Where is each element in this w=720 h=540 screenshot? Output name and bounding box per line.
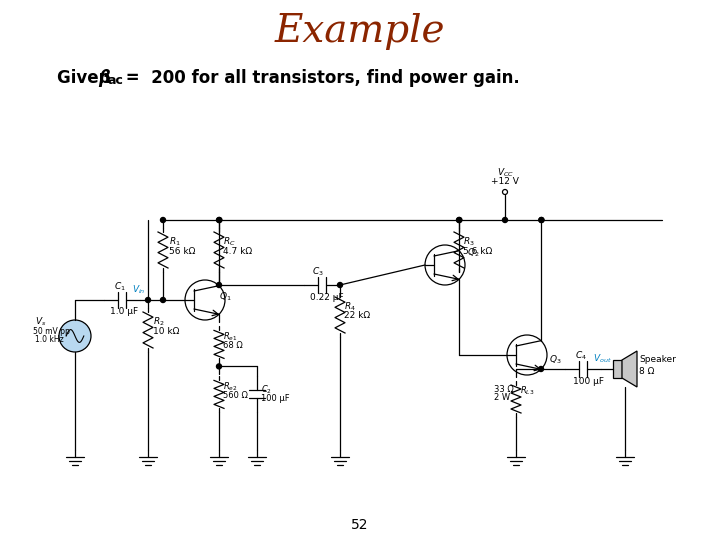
Text: 56 kΩ: 56 kΩ <box>169 246 195 255</box>
Circle shape <box>145 298 150 302</box>
Text: $R_1$: $R_1$ <box>169 236 181 248</box>
Circle shape <box>539 218 544 222</box>
Text: 4.7 kΩ: 4.7 kΩ <box>223 246 252 255</box>
Text: 1.0 μF: 1.0 μF <box>110 307 138 316</box>
Text: 560 Ω: 560 Ω <box>223 391 248 400</box>
Text: $Q_2$: $Q_2$ <box>467 247 480 259</box>
Text: $R_C$: $R_C$ <box>223 236 235 248</box>
Bar <box>613 360 622 378</box>
Text: 0.22 μF: 0.22 μF <box>310 293 343 301</box>
Text: $C_2$: $C_2$ <box>261 383 272 396</box>
Text: β: β <box>98 69 110 87</box>
Text: 100 μF: 100 μF <box>261 394 289 403</box>
Circle shape <box>59 320 91 352</box>
Text: +12 V: +12 V <box>491 178 519 186</box>
Circle shape <box>217 218 222 222</box>
Text: 5.6 kΩ: 5.6 kΩ <box>463 246 492 255</box>
Text: $V_{out}$: $V_{out}$ <box>593 353 612 365</box>
Text: $R_{e1}$: $R_{e1}$ <box>223 330 238 343</box>
Text: 68 Ω: 68 Ω <box>223 341 243 350</box>
Text: 2 W: 2 W <box>494 394 510 402</box>
Circle shape <box>539 218 544 222</box>
Text: Example: Example <box>275 14 445 51</box>
Text: 10 kΩ: 10 kΩ <box>153 327 179 335</box>
Text: $Q_3$: $Q_3$ <box>549 354 562 366</box>
Text: 8 Ω: 8 Ω <box>639 367 654 375</box>
Text: 1.0 kHz: 1.0 kHz <box>35 335 64 345</box>
Circle shape <box>161 298 166 302</box>
Text: 100 μF: 100 μF <box>573 376 604 386</box>
Circle shape <box>503 218 508 222</box>
Text: $V_s$: $V_s$ <box>35 316 46 328</box>
Circle shape <box>457 218 462 222</box>
Circle shape <box>456 218 462 222</box>
Text: =  200 for all transistors, find power gain.: = 200 for all transistors, find power ga… <box>120 69 520 87</box>
Text: Given: Given <box>57 69 116 87</box>
Polygon shape <box>622 351 637 387</box>
Text: $R_3$: $R_3$ <box>463 236 474 248</box>
Text: 52: 52 <box>351 518 369 532</box>
Text: 33 Ω: 33 Ω <box>494 384 514 394</box>
Text: 50 mV pp: 50 mV pp <box>33 327 70 335</box>
Text: $C_1$: $C_1$ <box>114 281 126 293</box>
Text: $R_2$: $R_2$ <box>153 316 165 328</box>
Circle shape <box>161 218 166 222</box>
Text: 22 kΩ: 22 kΩ <box>344 312 370 321</box>
Circle shape <box>217 218 222 222</box>
Circle shape <box>338 282 343 287</box>
Text: Speaker: Speaker <box>639 354 676 363</box>
Text: $V_{CC}$: $V_{CC}$ <box>497 167 513 179</box>
Text: $R_4$: $R_4$ <box>344 301 356 313</box>
Text: $Q_1$: $Q_1$ <box>219 291 232 303</box>
Circle shape <box>217 282 222 287</box>
Circle shape <box>217 364 222 369</box>
Text: $R_{e2}$: $R_{e2}$ <box>223 380 238 393</box>
Text: $R_{L3}$: $R_{L3}$ <box>520 384 534 397</box>
Text: ac: ac <box>107 75 123 87</box>
Circle shape <box>539 367 544 372</box>
Text: $V_{in}$: $V_{in}$ <box>132 284 145 296</box>
Text: $C_4$: $C_4$ <box>575 350 587 362</box>
Text: $C_3$: $C_3$ <box>312 266 324 278</box>
